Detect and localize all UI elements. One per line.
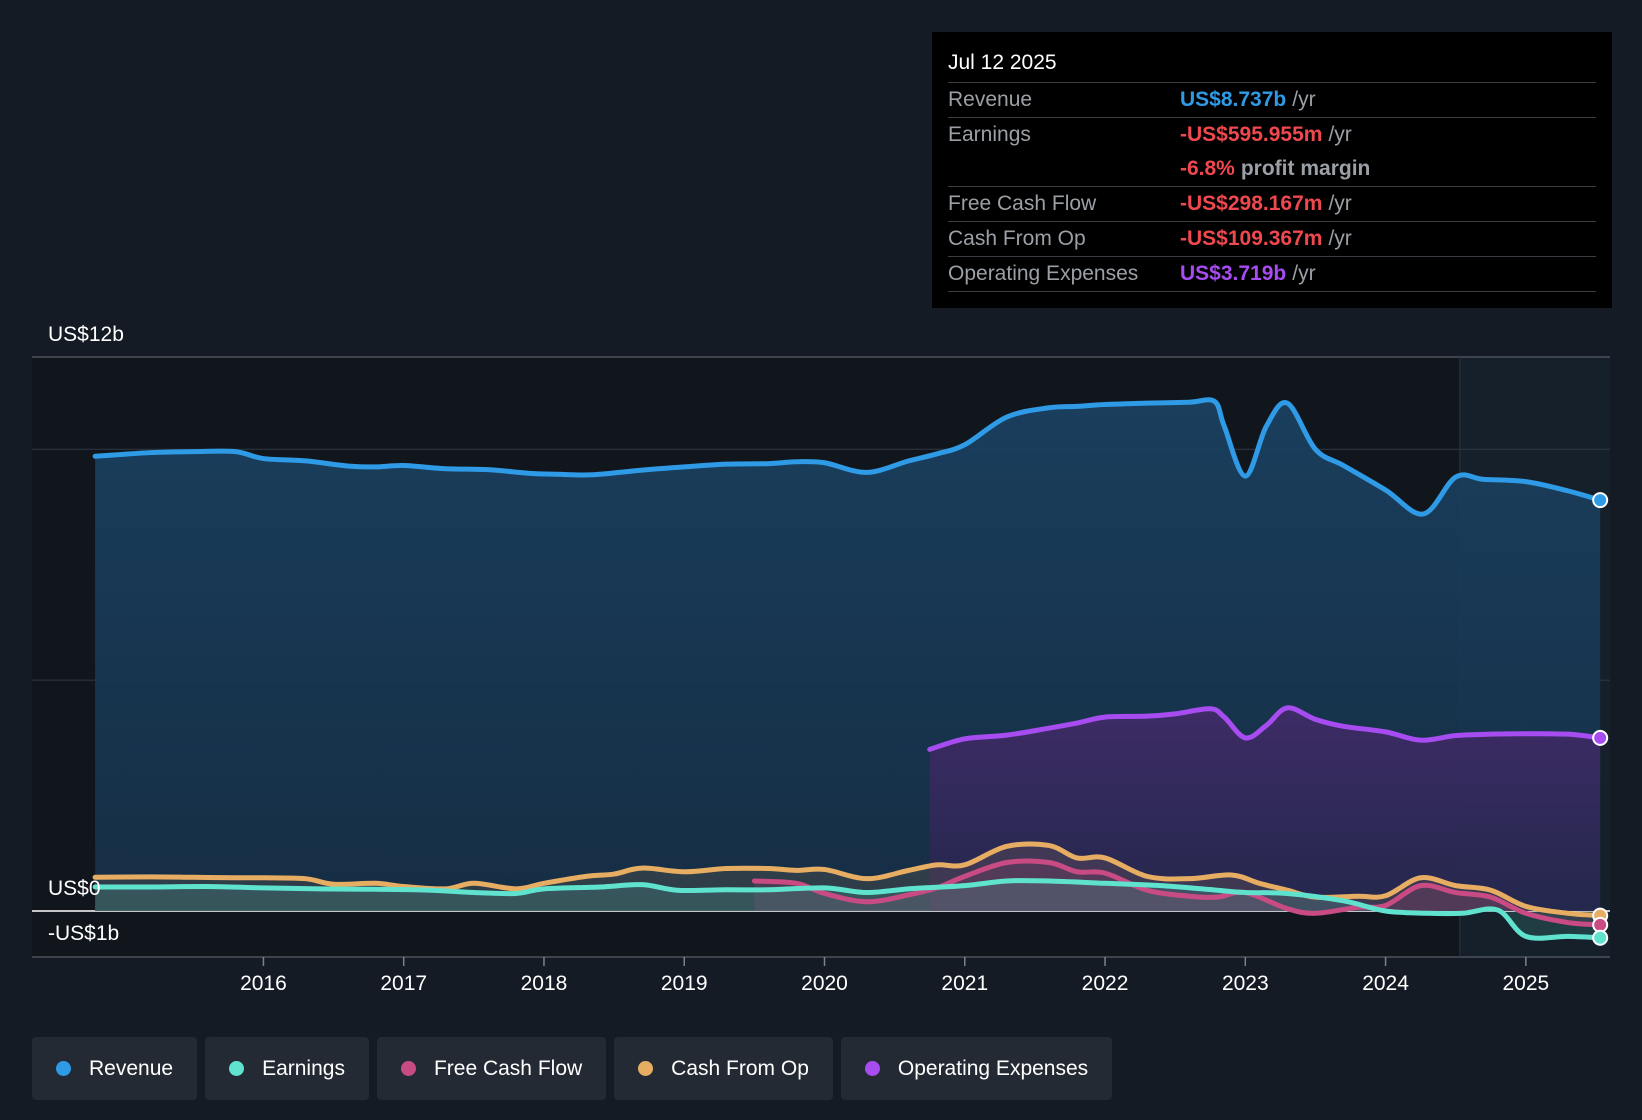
tooltip-value: -US$109.367m (1180, 227, 1323, 250)
tooltip-label: Earnings (948, 123, 1031, 146)
tooltip-value: US$3.719b (1180, 262, 1287, 285)
legend-dot-icon (864, 1061, 880, 1076)
x-axis: 2016 2017 2018 2019 2020 2021 2022 2023 2024 2025 (240, 957, 1549, 995)
operating-expenses-end-dot (1592, 729, 1609, 746)
tooltip-label: Operating Expenses (948, 262, 1139, 285)
legend-label: Cash From Op (671, 1056, 809, 1080)
earnings-end-dot (1592, 929, 1609, 946)
revenue-line (92, 397, 1603, 517)
y-label-zero: US$0 (48, 877, 101, 900)
tooltip-unit: /yr (1328, 123, 1352, 146)
tooltip-date: Jul 12 2025 (948, 46, 1596, 83)
free-cash-flow-line (751, 858, 1603, 928)
legend-label: Operating Expenses (897, 1056, 1089, 1080)
x-tick-label: 2021 (941, 972, 988, 995)
legend-item-operating-expenses[interactable]: Operating Expenses (840, 1037, 1113, 1100)
tooltip-row-revenue: Revenue US$8.737b /yr (948, 83, 1596, 118)
tooltip-row-margin: -6.8% profit margin (948, 152, 1596, 187)
x-tick-label: 2018 (521, 972, 568, 995)
free-cash-flow-end-dot (1592, 916, 1609, 933)
tooltip-row-fcf: Free Cash Flow -US$298.167m /yr (948, 187, 1596, 222)
tooltip-row-cfo: Cash From Op -US$109.367m /yr (948, 222, 1596, 257)
tooltip-label (948, 152, 1180, 186)
legend-item-earnings[interactable]: Earnings (205, 1037, 369, 1100)
x-tick-label: 2022 (1082, 972, 1129, 995)
tooltip-unit: /yr (1292, 262, 1316, 285)
legend-dot-icon (400, 1061, 416, 1076)
legend-item-revenue[interactable]: Revenue (32, 1037, 198, 1100)
tooltip-label: Cash From Op (948, 227, 1086, 250)
x-tick-label: 2023 (1222, 972, 1269, 995)
x-tick-label: 2025 (1502, 972, 1549, 995)
tooltip-row-earnings: Earnings -US$595.955m /yr (948, 118, 1596, 152)
tooltip-unit: profit margin (1240, 157, 1371, 180)
operating-expenses-line (927, 705, 1603, 752)
tooltip-value: US$8.737b (1180, 88, 1287, 111)
earnings-line (92, 878, 1603, 941)
tooltip-value: -US$595.955m (1180, 123, 1323, 146)
revenue-end-dot (1592, 492, 1609, 509)
legend-label: Free Cash Flow (433, 1056, 583, 1080)
x-tick-label: 2019 (661, 972, 708, 995)
series-lines (92, 397, 1603, 941)
legend-item-cash-from-op[interactable]: Cash From Op (614, 1037, 833, 1100)
legend-item-free-cash-flow[interactable]: Free Cash Flow (376, 1037, 607, 1100)
tooltip-value: -6.8% (1180, 157, 1235, 180)
x-tick-label: 2017 (380, 972, 427, 995)
cash-from-op-line (92, 841, 1603, 919)
tooltip-label: Free Cash Flow (948, 192, 1097, 215)
y-label-top: US$12b (48, 323, 124, 346)
y-label-bottom: -US$1b (48, 922, 119, 945)
x-tick-label: 2016 (240, 972, 287, 995)
tooltip-row-opex: Operating Expenses US$3.719b /yr (948, 257, 1596, 292)
tooltip-value: -US$298.167m (1180, 192, 1323, 215)
legend-label: Earnings (262, 1056, 345, 1080)
tooltip-unit: /yr (1292, 88, 1316, 111)
x-tick-label: 2024 (1362, 972, 1409, 995)
operating-expenses-area (929, 707, 1601, 911)
legend: Revenue Earnings Free Cash Flow Cash Fro… (32, 1037, 1113, 1100)
tooltip-panel: Jul 12 2025 Revenue US$8.737b /yr Earnin… (932, 32, 1612, 308)
x-tick-label: 2020 (801, 972, 848, 995)
legend-dot-icon (229, 1061, 245, 1076)
series-end-dots (1592, 492, 1609, 946)
tooltip-unit: /yr (1328, 192, 1352, 215)
tooltip-unit: /yr (1328, 227, 1352, 250)
legend-label: Revenue (89, 1056, 174, 1080)
legend-dot-icon (638, 1061, 654, 1076)
tooltip-label: Revenue (948, 88, 1033, 111)
legend-dot-icon (56, 1061, 71, 1076)
